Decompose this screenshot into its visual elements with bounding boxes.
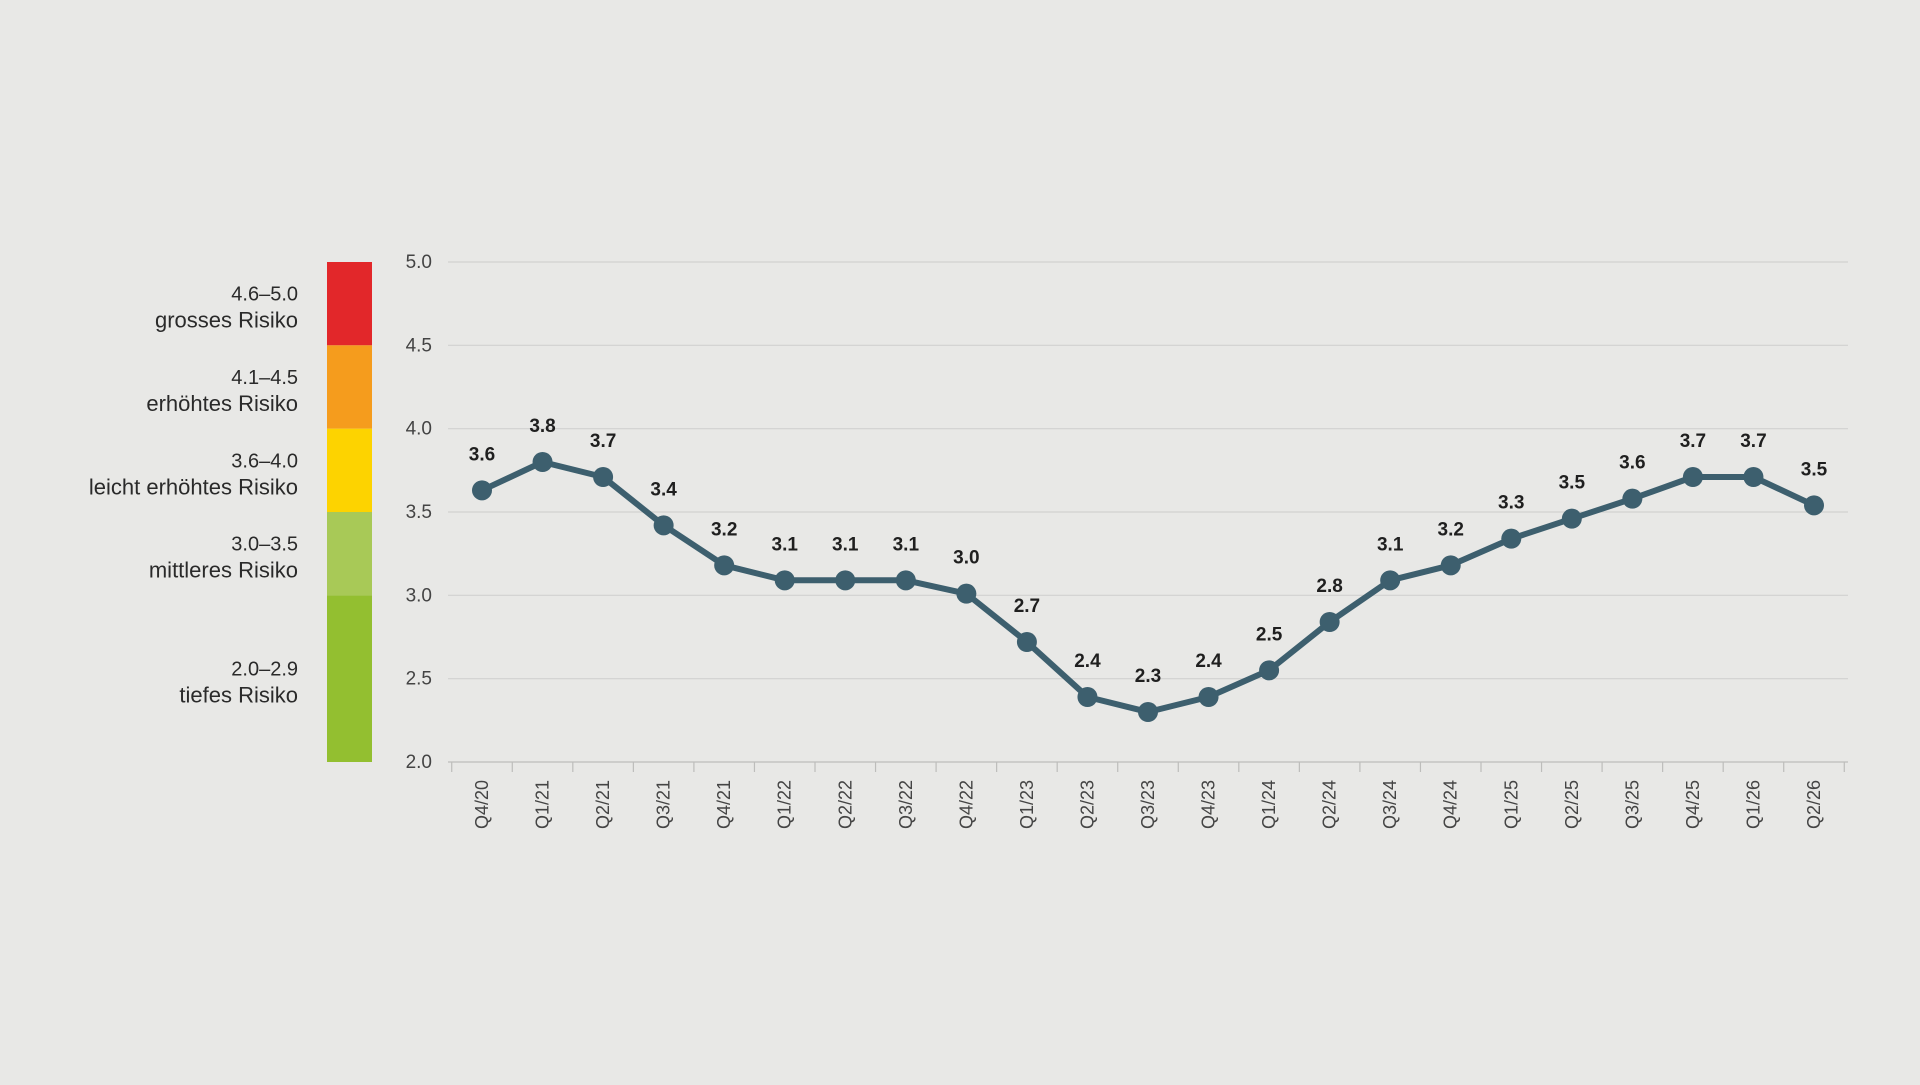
risk-band-range-label: 3.6–4.0	[231, 450, 298, 472]
y-tick-label: 4.0	[406, 419, 432, 440]
data-point	[1743, 467, 1764, 487]
data-point	[1380, 570, 1401, 591]
x-tick-label: Q4/25	[1683, 780, 1703, 829]
data-label: 3.1	[1377, 534, 1404, 555]
data-label: 2.4	[1074, 651, 1101, 672]
x-tick-label: Q1/23	[1017, 780, 1037, 829]
data-point	[593, 467, 614, 487]
data-point	[1501, 528, 1522, 549]
x-tick-label: Q2/23	[1077, 780, 1097, 829]
x-tick-label: Q3/21	[654, 780, 674, 829]
data-point	[835, 570, 856, 591]
data-point	[1198, 687, 1219, 707]
data-label: 2.3	[1135, 666, 1161, 687]
x-tick-label: Q4/21	[714, 780, 734, 829]
data-point	[1016, 632, 1037, 652]
risk-band-range-label: 2.0–2.9	[231, 659, 298, 681]
data-point	[1622, 488, 1643, 509]
risk-band-name-label: grosses Risiko	[155, 308, 298, 333]
data-point	[472, 480, 492, 501]
data-label: 2.7	[1014, 596, 1040, 617]
risk-band-1	[327, 345, 372, 429]
y-tick-label: 2.5	[406, 669, 432, 690]
y-tick-label: 2.0	[406, 752, 432, 773]
data-label: 3.1	[772, 534, 799, 555]
data-point	[1440, 555, 1461, 576]
data-point	[532, 452, 553, 472]
data-point	[1259, 660, 1280, 681]
x-tick-label: Q4/22	[956, 780, 976, 829]
data-label: 3.1	[893, 534, 920, 555]
risk-band-name-label: leicht erhöhtes Risiko	[89, 474, 298, 499]
risk-band-0	[327, 262, 372, 346]
data-point	[1682, 467, 1703, 487]
data-point	[895, 570, 916, 591]
data-point	[1138, 702, 1158, 722]
x-tick-label: Q3/25	[1622, 780, 1642, 829]
x-tick-label: Q3/22	[896, 780, 916, 829]
x-tick-label: Q2/24	[1320, 780, 1340, 829]
data-label: 3.5	[1559, 473, 1586, 494]
data-label: 3.2	[1438, 519, 1464, 540]
x-tick-label: Q1/25	[1501, 780, 1521, 829]
risk-band-range-label: 4.6–5.0	[231, 284, 298, 306]
data-label: 3.8	[529, 416, 555, 437]
data-label: 3.3	[1498, 493, 1524, 514]
data-label: 2.4	[1195, 651, 1222, 672]
risk-band-name-label: erhöhtes Risiko	[146, 391, 298, 416]
data-point	[714, 555, 735, 576]
y-tick-label: 3.5	[406, 502, 432, 523]
x-tick-label: Q2/25	[1562, 780, 1582, 829]
risk-band-3	[327, 512, 372, 596]
risk-band-2	[327, 428, 372, 512]
x-tick-label: Q2/21	[593, 780, 613, 829]
data-point	[774, 570, 795, 591]
x-tick-label: Q1/24	[1259, 780, 1279, 829]
data-label: 3.6	[469, 444, 495, 465]
data-label: 3.5	[1801, 459, 1828, 480]
data-label: 3.7	[1680, 431, 1706, 452]
data-label: 2.5	[1256, 624, 1283, 645]
data-point	[1319, 612, 1340, 632]
risk-band-name-label: mittleres Risiko	[149, 558, 298, 583]
y-tick-label: 3.0	[406, 585, 432, 606]
data-label: 3.7	[1740, 431, 1766, 452]
data-label: 3.2	[711, 519, 737, 540]
risk-band-name-label: tiefes Risiko	[179, 683, 298, 708]
data-label: 3.4	[650, 479, 677, 500]
x-tick-label: Q3/24	[1380, 780, 1400, 829]
risk-band-range-label: 4.1–4.5	[231, 367, 298, 389]
data-label: 3.0	[953, 548, 979, 569]
x-tick-label: Q2/22	[835, 780, 855, 829]
risk-band-4	[327, 595, 372, 762]
risk-band-range-label: 3.0–3.5	[231, 534, 298, 556]
y-tick-label: 5.0	[406, 252, 432, 273]
data-point	[1561, 508, 1582, 529]
data-label: 3.6	[1619, 453, 1645, 474]
x-tick-label: Q1/21	[533, 780, 553, 829]
data-point	[1804, 495, 1824, 516]
x-tick-label: Q1/22	[775, 780, 795, 829]
x-tick-label: Q3/23	[1138, 780, 1158, 829]
data-label: 3.1	[832, 534, 859, 555]
data-point	[1077, 687, 1098, 707]
x-tick-label: Q4/24	[1441, 780, 1461, 829]
x-tick-label: Q1/26	[1743, 780, 1763, 829]
data-label: 2.8	[1316, 576, 1342, 597]
y-tick-label: 4.5	[406, 335, 432, 356]
data-point	[653, 515, 674, 536]
x-tick-label: Q2/26	[1804, 780, 1824, 829]
data-point	[956, 583, 977, 604]
x-tick-label: Q4/20	[472, 780, 492, 829]
x-tick-label: Q4/23	[1199, 780, 1219, 829]
data-label: 3.7	[590, 431, 616, 452]
